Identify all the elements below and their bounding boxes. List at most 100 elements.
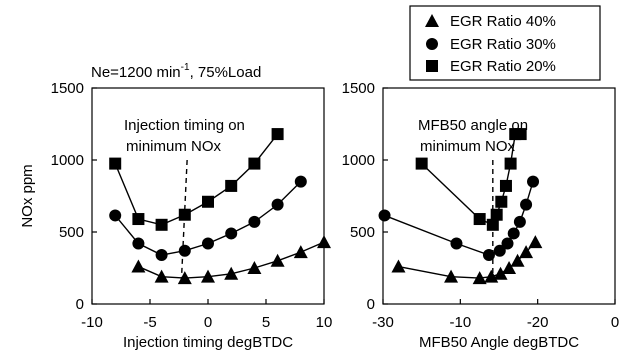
data-point-triangle <box>247 261 262 274</box>
x-axis-title: Injection timing degBTDC <box>123 334 293 351</box>
annotation-line: MFB50 angle on <box>418 117 528 134</box>
data-point-triangle <box>444 269 459 283</box>
data-point-square <box>155 218 168 231</box>
data-point-circle <box>271 198 284 211</box>
data-point-circle <box>482 249 495 262</box>
data-point-square <box>504 157 517 170</box>
data-point-triangle <box>131 259 146 273</box>
legend-box <box>409 5 601 81</box>
legend: EGR Ratio 40% EGR Ratio 30% EGR Ratio 20… <box>409 5 601 81</box>
data-point-triangle <box>317 235 331 249</box>
data-point-circle <box>132 237 145 250</box>
data-point-square <box>225 179 238 192</box>
data-point-square <box>248 157 261 170</box>
data-point-square <box>499 179 512 192</box>
data-point-square <box>132 213 145 226</box>
data-point-circle <box>378 209 391 222</box>
series-square <box>415 128 527 231</box>
min-nox-reference-line <box>180 159 188 283</box>
data-point-triangle <box>493 266 508 280</box>
x-tick-label: -10 <box>81 314 103 331</box>
series-circle <box>378 175 540 262</box>
data-point-triangle <box>502 261 517 274</box>
x-tick-label: -10 <box>449 314 471 331</box>
x-tick-label: 0 <box>204 314 212 331</box>
data-point-square <box>486 218 499 231</box>
data-point-circle <box>527 175 540 188</box>
legend-marker-square <box>426 60 438 72</box>
data-point-circle <box>202 237 214 250</box>
series-triangle <box>391 235 543 285</box>
condition-suffix: , 75%Load <box>190 64 262 81</box>
legend-entry-40: EGR Ratio 40% <box>425 13 556 30</box>
data-point-square <box>178 208 191 221</box>
annotation-line: minimum NOx <box>126 138 222 155</box>
y-tick-label: 1000 <box>51 152 84 169</box>
data-point-square <box>514 128 527 141</box>
x-tick-label: -5 <box>143 314 156 331</box>
data-point-triangle <box>472 271 487 285</box>
data-point-square <box>202 195 214 208</box>
data-point-circle <box>225 227 238 240</box>
condition-prefix: Ne=1200 min <box>91 64 181 81</box>
data-point-circle <box>493 244 506 257</box>
data-point-triangle <box>528 235 543 249</box>
data-point-circle <box>248 215 261 228</box>
legend-label-20: EGR Ratio 20% <box>450 58 556 75</box>
data-point-circle <box>513 215 526 228</box>
data-point-triangle <box>270 253 285 267</box>
data-point-triangle <box>391 259 406 273</box>
data-point-square <box>109 157 122 170</box>
x-tick-label: 10 <box>316 314 333 331</box>
y-tick-label: 1500 <box>342 80 375 97</box>
plot-frame <box>382 87 616 305</box>
legend-marker-triangle <box>425 14 439 27</box>
y-axis-title: NOx ppm <box>19 164 36 227</box>
data-point-circle <box>501 237 514 250</box>
legend-entry-20: EGR Ratio 20% <box>426 58 556 75</box>
data-point-triangle <box>177 271 192 285</box>
series-square <box>109 128 284 231</box>
annotation-line: minimum NOx <box>420 138 516 155</box>
x-tick-label: -20 <box>527 314 549 331</box>
y-tick-label: 500 <box>59 224 84 241</box>
condition-superscript: -1 <box>181 62 190 73</box>
data-point-circle <box>450 237 463 250</box>
data-point-circle <box>109 209 122 222</box>
annotation-line: Injection timing on <box>124 117 245 134</box>
y-tick-label: 1500 <box>51 80 84 97</box>
data-point-triangle <box>510 253 525 267</box>
legend-label-30: EGR Ratio 30% <box>450 36 556 53</box>
data-point-square <box>490 208 503 221</box>
legend-label-40: EGR Ratio 40% <box>450 13 556 30</box>
data-point-circle <box>294 175 307 188</box>
data-point-triangle <box>154 269 169 283</box>
y-tick-label: 0 <box>76 296 84 313</box>
y-tick-label: 500 <box>350 224 375 241</box>
data-point-triangle <box>201 269 215 283</box>
legend-marker-circle <box>426 38 438 50</box>
legend-entry-30: EGR Ratio 30% <box>426 36 556 53</box>
data-point-circle <box>178 244 191 257</box>
data-point-circle <box>520 198 533 211</box>
x-tick-label: -30 <box>372 314 394 331</box>
data-point-square <box>473 213 486 226</box>
data-point-square <box>415 157 428 170</box>
data-point-triangle <box>519 245 534 259</box>
data-point-circle <box>155 249 168 262</box>
data-point-circle <box>507 227 520 240</box>
condition-label: Ne=1200 min-1, 75%Load <box>91 62 261 81</box>
data-point-square <box>495 195 508 208</box>
x-tick-label: 0 <box>611 314 619 331</box>
panel-mfb50-angle: 0 500 1000 1500 -30 -10 -20 0 MFB50 Angle degBTD… <box>342 80 620 351</box>
y-tick-label: 1000 <box>342 152 375 169</box>
y-tick-label: 0 <box>367 296 375 313</box>
panel-injection-timing: 0 500 1000 1500 -10 -5 0 5 10 Injection timing de… <box>51 80 333 351</box>
data-point-square <box>271 128 284 141</box>
data-point-triangle <box>224 266 239 280</box>
data-point-triangle <box>293 245 308 259</box>
series-circle <box>109 175 307 262</box>
x-axis-title: MFB50 Angle degBTDC <box>419 334 579 351</box>
series-triangle <box>131 235 331 285</box>
